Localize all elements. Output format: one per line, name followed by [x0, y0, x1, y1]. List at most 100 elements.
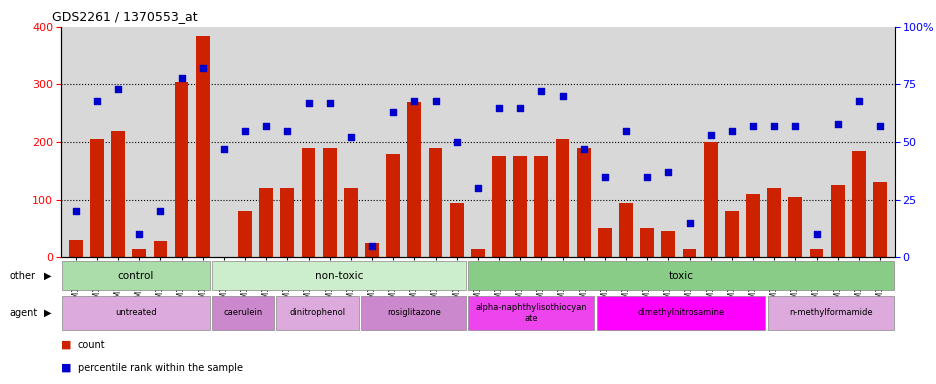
Point — [195, 65, 210, 71]
Point — [258, 123, 273, 129]
Bar — [682, 249, 695, 257]
Bar — [212, 261, 465, 290]
Bar — [323, 148, 336, 257]
Bar — [259, 188, 272, 257]
Point — [681, 220, 696, 226]
Bar — [280, 188, 294, 257]
Text: dimethylnitrosamine: dimethylnitrosamine — [636, 308, 724, 318]
Bar — [344, 188, 358, 257]
Point — [491, 104, 506, 111]
Text: n-methylformamide: n-methylformamide — [788, 308, 871, 318]
Bar — [787, 197, 801, 257]
Bar — [407, 102, 421, 257]
Bar — [703, 142, 717, 257]
Point — [238, 127, 253, 134]
Point — [597, 174, 612, 180]
Point — [364, 243, 379, 249]
Point — [745, 123, 760, 129]
Point — [406, 98, 421, 104]
Point — [554, 93, 569, 99]
Point — [851, 98, 866, 104]
Point — [808, 231, 823, 237]
Point — [534, 88, 548, 94]
Point — [470, 185, 485, 191]
Text: alpha-naphthylisothiocyan
ate: alpha-naphthylisothiocyan ate — [475, 303, 587, 323]
Bar — [534, 157, 548, 257]
Bar — [361, 296, 465, 330]
Point — [766, 123, 781, 129]
Bar — [872, 182, 886, 257]
Text: dinitrophenol: dinitrophenol — [289, 308, 345, 318]
Bar — [471, 249, 484, 257]
Bar — [90, 139, 104, 257]
Bar — [111, 131, 124, 257]
Point — [724, 127, 739, 134]
Point — [428, 98, 443, 104]
Bar — [830, 185, 843, 257]
Text: ▶: ▶ — [44, 308, 51, 318]
Text: toxic: toxic — [667, 270, 693, 281]
Point — [702, 132, 717, 138]
Text: count: count — [78, 340, 105, 350]
Text: ■: ■ — [61, 363, 71, 373]
Point — [660, 169, 675, 175]
Bar — [62, 296, 210, 330]
Point — [787, 123, 802, 129]
Point — [448, 139, 463, 145]
Bar — [491, 157, 505, 257]
Bar — [132, 249, 146, 257]
Bar — [301, 148, 315, 257]
Point — [110, 86, 125, 92]
Point — [216, 146, 231, 152]
Text: non-toxic: non-toxic — [314, 270, 362, 281]
Bar — [212, 296, 273, 330]
Point — [174, 74, 189, 81]
Bar — [724, 211, 738, 257]
Point — [512, 104, 527, 111]
Point — [153, 208, 168, 214]
Text: other: other — [9, 270, 36, 281]
Bar — [174, 82, 188, 257]
Bar — [386, 154, 400, 257]
Point — [639, 174, 654, 180]
Point — [343, 134, 358, 141]
Point — [386, 109, 401, 115]
Bar — [639, 228, 653, 257]
Point — [829, 121, 844, 127]
Bar — [596, 296, 765, 330]
Point — [871, 123, 886, 129]
Bar — [275, 296, 358, 330]
Bar — [809, 249, 823, 257]
Bar — [577, 148, 590, 257]
Bar — [555, 139, 569, 257]
Text: ▶: ▶ — [44, 270, 51, 281]
Text: percentile rank within the sample: percentile rank within the sample — [78, 363, 242, 373]
Text: control: control — [117, 270, 154, 281]
Bar — [238, 211, 252, 257]
Bar — [767, 296, 893, 330]
Bar — [468, 261, 893, 290]
Point — [280, 127, 295, 134]
Bar — [154, 241, 168, 257]
Text: caerulein: caerulein — [223, 308, 262, 318]
Bar — [196, 36, 210, 257]
Text: untreated: untreated — [115, 308, 156, 318]
Bar — [661, 231, 675, 257]
Bar — [468, 296, 593, 330]
Bar — [619, 203, 632, 257]
Bar — [68, 240, 82, 257]
Point — [132, 231, 147, 237]
Bar — [428, 148, 442, 257]
Text: agent: agent — [9, 308, 37, 318]
Point — [618, 127, 633, 134]
Bar — [62, 261, 210, 290]
Bar — [851, 151, 865, 257]
Bar — [597, 228, 611, 257]
Bar — [449, 203, 463, 257]
Bar — [365, 243, 378, 257]
Text: ■: ■ — [61, 340, 71, 350]
Bar — [513, 157, 527, 257]
Point — [68, 208, 83, 214]
Point — [89, 98, 104, 104]
Bar — [767, 188, 781, 257]
